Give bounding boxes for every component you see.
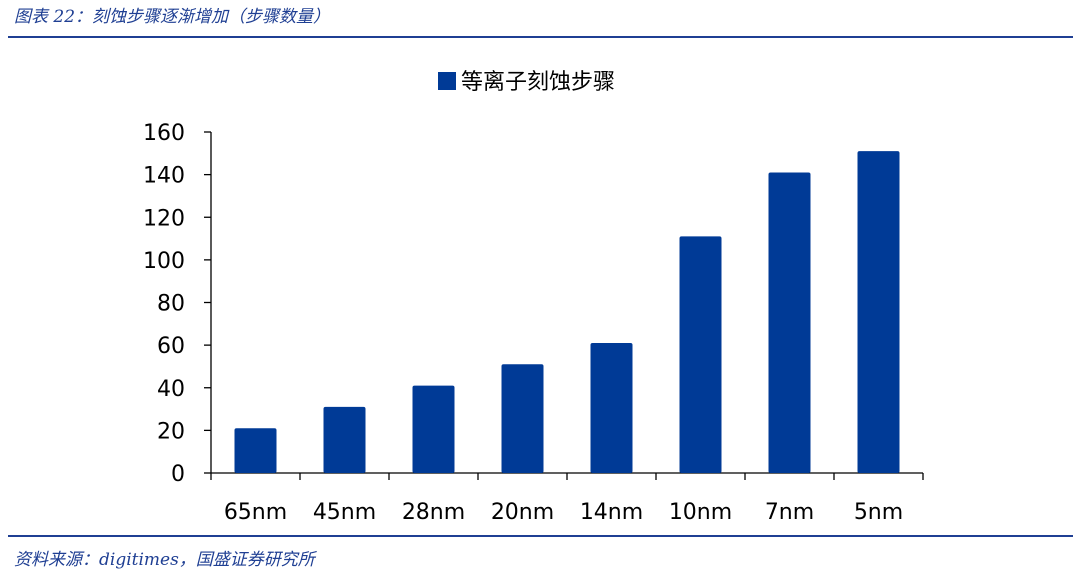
y-tick-label: 60 bbox=[157, 334, 185, 359]
legend-label: 等离子刻蚀步骤 bbox=[461, 70, 615, 95]
bar bbox=[857, 151, 900, 473]
bar bbox=[679, 236, 722, 473]
x-tick-label: 7nm bbox=[765, 500, 814, 525]
legend-swatch bbox=[438, 72, 456, 90]
y-tick-label: 120 bbox=[143, 206, 185, 231]
bar bbox=[590, 342, 633, 473]
bar bbox=[234, 428, 277, 473]
x-tick-label: 28nm bbox=[402, 500, 465, 525]
y-tick-label: 80 bbox=[157, 292, 185, 317]
x-tick-label: 65nm bbox=[224, 500, 287, 525]
bar bbox=[323, 406, 366, 473]
y-axis-labels: 0 20 40 60 80 100 120 140 160 bbox=[143, 121, 185, 487]
y-tick-label: 160 bbox=[143, 121, 185, 146]
bars bbox=[234, 151, 900, 473]
bar-chart: 等离子刻蚀步骤 0 20 40 60 80 100 120 140 160 65nm 45nm 28… bbox=[143, 70, 924, 525]
x-tick-label: 14nm bbox=[580, 500, 643, 525]
bar bbox=[412, 385, 455, 473]
top-divider bbox=[8, 36, 1073, 38]
y-tick-label: 40 bbox=[157, 377, 185, 402]
x-tick-label: 5nm bbox=[854, 500, 903, 525]
y-tick-label: 140 bbox=[143, 164, 185, 189]
bottom-divider bbox=[8, 535, 1073, 537]
figure-title: 图表 22：刻蚀步骤逐渐增加（步骤数量） bbox=[14, 7, 331, 27]
x-axis-labels: 65nm 45nm 28nm 20nm 14nm 10nm 7nm 5nm bbox=[224, 500, 903, 525]
x-tick-label: 20nm bbox=[491, 500, 554, 525]
axes bbox=[204, 131, 924, 480]
y-tick-label: 20 bbox=[157, 419, 185, 444]
y-tick-label: 100 bbox=[143, 249, 185, 274]
y-tick-label: 0 bbox=[171, 462, 185, 487]
x-tick-label: 10nm bbox=[669, 500, 732, 525]
bar bbox=[501, 364, 544, 473]
x-tick-label: 45nm bbox=[313, 500, 376, 525]
bar bbox=[768, 172, 811, 473]
source-note: 资料来源：digitimes，国盛证券研究所 bbox=[14, 550, 315, 570]
legend: 等离子刻蚀步骤 bbox=[438, 70, 615, 95]
